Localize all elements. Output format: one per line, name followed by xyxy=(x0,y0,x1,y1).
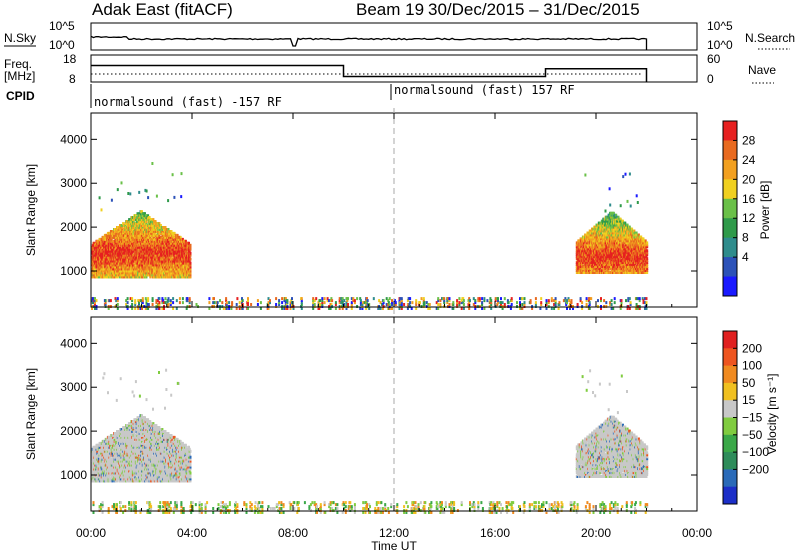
nsky-label: N.Sky xyxy=(4,31,36,45)
cpid-program-2: normalsound (fast) 157 RF xyxy=(394,83,575,97)
echo-cell xyxy=(646,249,648,252)
freq-tick-bottom: 8 xyxy=(69,72,76,86)
power-heatmap-marks xyxy=(91,162,648,310)
nsky-trace xyxy=(91,36,647,50)
nsearch-tick-bottom: 10^0 xyxy=(707,38,733,52)
beam-label: Beam 19 xyxy=(356,0,424,19)
echo-cell xyxy=(96,299,98,302)
echo-cell xyxy=(131,303,133,306)
echo-cell xyxy=(190,252,192,255)
echo-cell xyxy=(646,257,648,260)
echo-cell xyxy=(131,297,133,300)
cpid-label: CPID xyxy=(6,89,35,103)
echo-cell xyxy=(646,241,648,244)
date-range: 30/Dec/2015 – 31/Dec/2015 xyxy=(428,0,640,19)
nsearch-label: N.Search xyxy=(745,31,795,45)
echo-cell xyxy=(110,299,112,302)
nave-label: Nave xyxy=(748,63,776,77)
echo-cell xyxy=(127,297,129,300)
echo-cell xyxy=(134,299,136,302)
echo-cell xyxy=(190,258,192,261)
nave-tick-top: 60 xyxy=(707,52,721,66)
nsearch-tick-top: 10^5 xyxy=(707,19,733,33)
echo-cell xyxy=(117,297,119,300)
nsky-panel xyxy=(91,23,697,50)
nsky-tick-top: 10^5 xyxy=(49,19,75,33)
echo-cell xyxy=(117,303,119,306)
cpid-program-1: normalsound (fast) -157 RF xyxy=(94,95,282,109)
echo-cell xyxy=(190,244,192,247)
station-title: Adak East (fitACF) xyxy=(92,0,233,19)
nsky-tick-bottom: 10^0 xyxy=(49,38,75,52)
echo-cell xyxy=(190,262,192,265)
nave-tick-bottom: 0 xyxy=(707,72,714,86)
echo-cell xyxy=(142,297,144,300)
freq-unit-label: [MHz] xyxy=(4,69,35,83)
echo-cell xyxy=(127,301,129,304)
echo-cell xyxy=(105,299,107,302)
freq-tick-top: 18 xyxy=(63,52,77,66)
